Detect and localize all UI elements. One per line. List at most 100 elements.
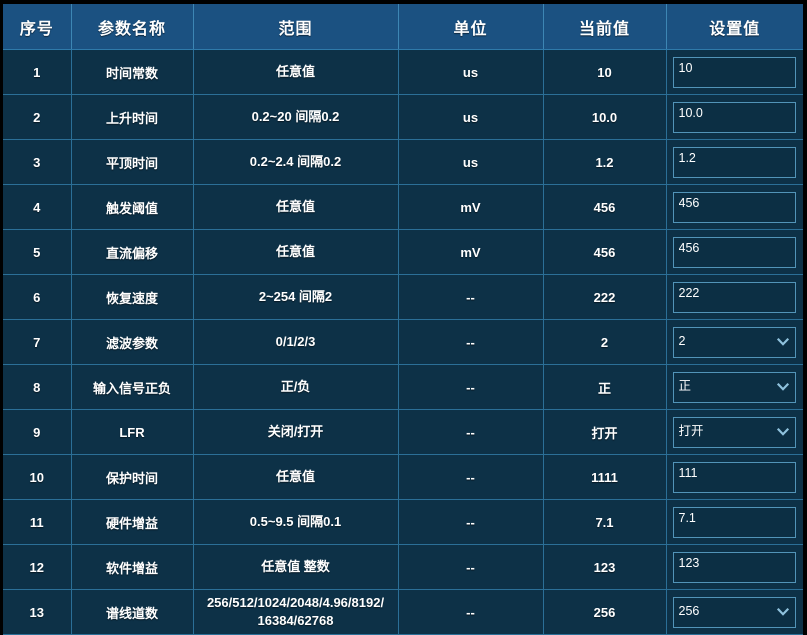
table-header: 序号 参数名称 范围 单位 当前值 设置值 (3, 4, 803, 50)
parameter-setting: 关闭打开 (666, 409, 803, 455)
row-index: 12 (3, 544, 72, 590)
table-row: 5 直流偏移 任意值 mV 456 (3, 229, 803, 275)
parameter-unit: -- (398, 274, 544, 320)
setting-select-wrapper[interactable]: 0123 (672, 326, 796, 358)
parameter-setting (666, 274, 803, 320)
setting-input[interactable] (672, 146, 796, 178)
parameter-current: 10 (543, 49, 667, 95)
column-header-index: 序号 (3, 4, 72, 50)
setting-select-wrapper[interactable]: 关闭打开 (672, 416, 796, 448)
row-index: 13 (3, 589, 72, 635)
parameter-name: 滤波参数 (71, 319, 194, 365)
setting-input[interactable] (672, 101, 796, 133)
parameter-unit: -- (398, 364, 544, 410)
parameter-name: 硬件增益 (71, 499, 194, 545)
range-line: 0.2~20 间隔0.2 (251, 109, 340, 125)
table-row: 1 时间常数 任意值 us 10 (3, 49, 803, 95)
range-line: 16384/62768 (257, 613, 334, 628)
parameter-table: 序号 参数名称 范围 单位 当前值 设置值 1时间常数任意值us102上升时间0… (3, 4, 803, 635)
row-index: 2 (3, 94, 72, 140)
range-line: 任意值 (275, 244, 315, 260)
setting-select-wrapper[interactable]: 256512102420484.9681921638462768 (672, 596, 796, 628)
parameter-name: 直流偏移 (71, 229, 194, 275)
setting-select[interactable]: 正负 (673, 372, 795, 402)
parameter-setting (666, 49, 803, 95)
setting-select[interactable]: 256512102420484.9681921638462768 (673, 597, 795, 627)
parameter-unit: mV (398, 184, 544, 230)
parameter-setting: 正负 (666, 364, 803, 410)
parameter-range: 任意值 (193, 49, 399, 95)
row-index: 10 (3, 454, 72, 500)
parameter-current: 222 (543, 274, 667, 320)
table-row: 2 上升时间 0.2~20 间隔0.2 us 10.0 (3, 94, 803, 140)
row-index: 11 (3, 499, 72, 545)
range-line: 任意值 (275, 469, 315, 485)
range-line: 关闭/打开 (267, 424, 324, 440)
parameter-setting (666, 454, 803, 500)
parameter-current: 456 (543, 184, 667, 230)
parameter-setting (666, 499, 803, 545)
range-line: 正/负 (280, 379, 311, 395)
setting-input[interactable] (672, 236, 796, 268)
parameter-current: 256 (543, 589, 667, 635)
parameter-setting (666, 94, 803, 140)
row-index: 5 (3, 229, 72, 275)
range-line: 0/1/2/3 (275, 334, 316, 350)
setting-select[interactable]: 关闭打开 (673, 417, 795, 447)
parameter-range: 任意值 (193, 454, 399, 500)
parameter-range: 2~254 间隔2 (193, 274, 399, 320)
parameter-settings-panel: 序号 参数名称 范围 单位 当前值 设置值 1时间常数任意值us102上升时间0… (3, 4, 803, 635)
column-header-current: 当前值 (543, 4, 667, 50)
parameter-unit: -- (398, 319, 544, 365)
row-index: 6 (3, 274, 72, 320)
parameter-name: 触发阈值 (71, 184, 194, 230)
parameter-current: 7.1 (543, 499, 667, 545)
setting-input[interactable] (672, 191, 796, 223)
parameter-range: 0.2~2.4 间隔0.2 (193, 139, 399, 185)
parameter-name: LFR (71, 409, 194, 455)
parameter-current: 打开 (543, 409, 667, 455)
parameter-name: 上升时间 (71, 94, 194, 140)
setting-input[interactable] (672, 461, 796, 493)
table-row: 11 硬件增益 0.5~9.5 间隔0.1 -- 7.1 (3, 499, 803, 545)
setting-input[interactable] (672, 551, 796, 583)
range-line: 256/512/1024/2048/4.96/8192/ (206, 595, 385, 611)
setting-select[interactable]: 0123 (673, 327, 795, 357)
parameter-unit: -- (398, 589, 544, 635)
setting-input[interactable] (672, 506, 796, 538)
setting-input[interactable] (672, 281, 796, 313)
parameter-setting (666, 139, 803, 185)
parameter-range: 关闭/打开 (193, 409, 399, 455)
table-row: 4 触发阈值 任意值 mV 456 (3, 184, 803, 230)
range-line: 任意值 (275, 64, 315, 80)
range-line: 0.5~9.5 间隔0.1 (249, 514, 342, 530)
parameter-range: 任意值 (193, 229, 399, 275)
parameter-range: 正/负 (193, 364, 399, 410)
parameter-unit: -- (398, 499, 544, 545)
table-row: 6 恢复速度 2~254 间隔2 -- 222 (3, 274, 803, 320)
parameter-unit: -- (398, 544, 544, 590)
column-header-range: 范围 (193, 4, 399, 50)
setting-input[interactable] (672, 56, 796, 88)
table-row: 3 平顶时间 0.2~2.4 间隔0.2 us 1.2 (3, 139, 803, 185)
parameter-current: 2 (543, 319, 667, 365)
parameter-name: 时间常数 (71, 49, 194, 95)
parameter-unit: us (398, 94, 544, 140)
column-header-unit: 单位 (398, 4, 544, 50)
parameter-name: 平顶时间 (71, 139, 194, 185)
parameter-current: 1111 (543, 454, 667, 500)
table-header-row: 序号 参数名称 范围 单位 当前值 设置值 (3, 4, 803, 50)
table-row: 10 保护时间 任意值 -- 1111 (3, 454, 803, 500)
parameter-setting (666, 229, 803, 275)
parameter-current: 1.2 (543, 139, 667, 185)
parameter-name: 软件增益 (71, 544, 194, 590)
parameter-name: 恢复速度 (71, 274, 194, 320)
parameter-unit: us (398, 139, 544, 185)
row-index: 3 (3, 139, 72, 185)
row-index: 7 (3, 319, 72, 365)
parameter-name: 输入信号正负 (71, 364, 194, 410)
parameter-range: 任意值 (193, 184, 399, 230)
setting-select-wrapper[interactable]: 正负 (672, 371, 796, 403)
